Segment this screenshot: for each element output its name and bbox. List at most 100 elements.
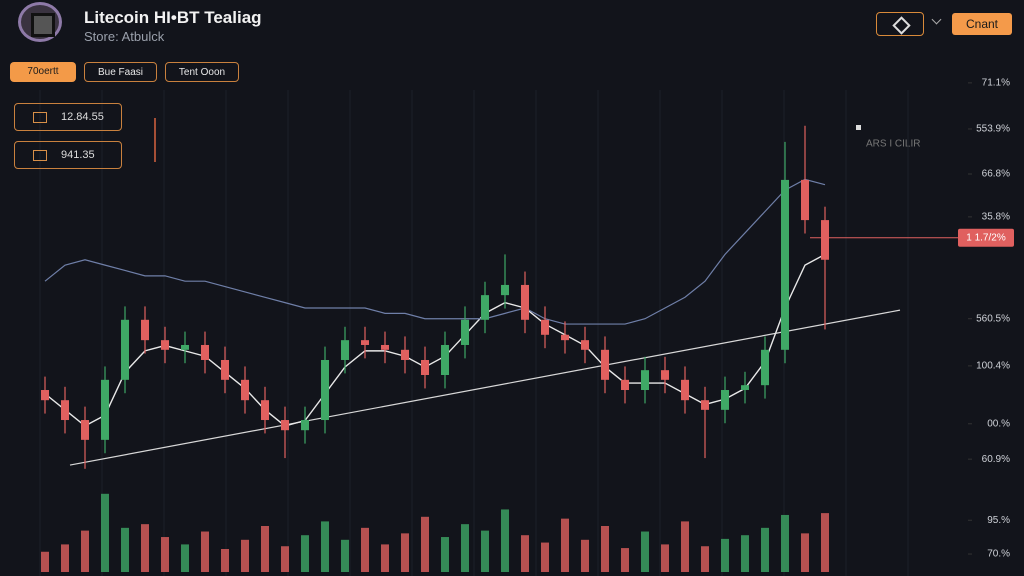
y-tick-label: 100.4%: [976, 361, 1010, 372]
volume-bar: [281, 546, 289, 572]
info-box[interactable]: 12.84.55: [14, 103, 122, 131]
candle-body: [261, 400, 269, 421]
tab[interactable]: 70oertt: [10, 62, 76, 82]
volume-bar: [101, 493, 109, 572]
candle-body: [821, 220, 829, 260]
volume-bar: [481, 530, 489, 572]
volume-bar: [141, 524, 149, 572]
candle-body: [501, 284, 509, 296]
candle-body: [121, 319, 129, 380]
candle-body: [221, 359, 229, 380]
candle-body: [81, 420, 89, 440]
candle-body: [301, 420, 309, 431]
volume-bar: [741, 535, 749, 572]
volume-bar: [321, 521, 329, 572]
candle-body: [201, 344, 209, 360]
y-tick-label: 00.%: [987, 418, 1010, 429]
volume-bar: [461, 524, 469, 572]
volume-bar: [341, 539, 349, 572]
candle-body: [801, 179, 809, 221]
candle-body: [561, 334, 569, 341]
candle-body: [281, 420, 289, 431]
moving-average: [44, 253, 826, 427]
volume-bar: [681, 521, 689, 572]
y-tick-label: 35.8%: [982, 212, 1010, 223]
candle-body: [461, 319, 469, 345]
candle-body: [681, 379, 689, 401]
volume-bar: [721, 538, 729, 572]
candle-body: [241, 379, 249, 401]
tab[interactable]: Tent Ooon: [165, 62, 239, 82]
volume-bar: [161, 537, 169, 572]
volume-bar: [561, 518, 569, 572]
volume-bar: [761, 527, 769, 572]
subtitle: Store: Atbulck: [84, 29, 165, 44]
volume-bar: [81, 530, 89, 572]
info-box[interactable]: 941.35: [14, 141, 122, 169]
y-tick-label: 71.1%: [982, 78, 1010, 89]
candle-body: [741, 385, 749, 391]
candle-body: [481, 295, 489, 320]
volume-bar: [381, 544, 389, 572]
y-tick-label: 553.9%: [976, 124, 1010, 135]
candle-body: [601, 349, 609, 380]
marker: [856, 125, 861, 130]
candle-body: [441, 344, 449, 375]
candle-body: [701, 400, 709, 410]
candle-body: [621, 379, 629, 391]
y-tick-label: 60.9%: [982, 454, 1010, 465]
candle-body: [341, 340, 349, 360]
volume-bar: [781, 514, 789, 572]
volume-bar: [441, 537, 449, 572]
trendline: [69, 309, 901, 466]
volume-bar: [261, 526, 269, 572]
candle-body: [761, 349, 769, 386]
volume-bar: [41, 551, 49, 572]
candle-body: [581, 340, 589, 350]
annotation: ARS I CILIR: [866, 139, 920, 150]
volume-bar: [661, 544, 669, 572]
candle-body: [721, 390, 729, 410]
candle-body: [641, 370, 649, 391]
volume-bar: [61, 544, 69, 572]
volume-bar: [361, 527, 369, 572]
candle-body: [181, 344, 189, 350]
volume-bar: [601, 526, 609, 572]
moving-average: [44, 178, 826, 325]
volume-bar: [301, 535, 309, 572]
candle-body: [401, 349, 409, 360]
volume-bar: [121, 527, 129, 572]
volume-bar: [581, 539, 589, 572]
volume-bar: [641, 531, 649, 572]
candle-body: [781, 179, 789, 350]
candle-body: [421, 359, 429, 375]
volume-bar: [821, 513, 829, 572]
volume-bar: [541, 542, 549, 572]
candle-body: [321, 359, 329, 421]
volume-bar: [521, 535, 529, 572]
volume-bar: [401, 533, 409, 572]
volume-bar: [701, 546, 709, 572]
candle-body: [381, 344, 389, 350]
volume-bar: [801, 533, 809, 572]
y-tick-label: 95.%: [987, 515, 1010, 526]
y-tick-label: 560.5%: [976, 313, 1010, 324]
volume-bar: [221, 549, 229, 572]
candle-body: [361, 340, 369, 345]
volume-bar: [421, 516, 429, 572]
candle-body: [541, 319, 549, 335]
candle-body: [661, 370, 669, 380]
chart-button[interactable]: Cnant: [952, 13, 1012, 35]
tab[interactable]: Bue Faasi: [84, 62, 157, 82]
title: Litecoin HI•BT Tealiag: [84, 8, 262, 27]
logo: [18, 2, 62, 42]
y-tick-label: 66.8%: [982, 169, 1010, 180]
volume-bar: [201, 531, 209, 572]
last-price-label: 1 1.7/2%: [966, 232, 1006, 243]
icon-button[interactable]: [876, 12, 924, 36]
last-price-tag: [958, 228, 1014, 247]
candle-body: [521, 284, 529, 320]
volume-bar: [181, 544, 189, 572]
